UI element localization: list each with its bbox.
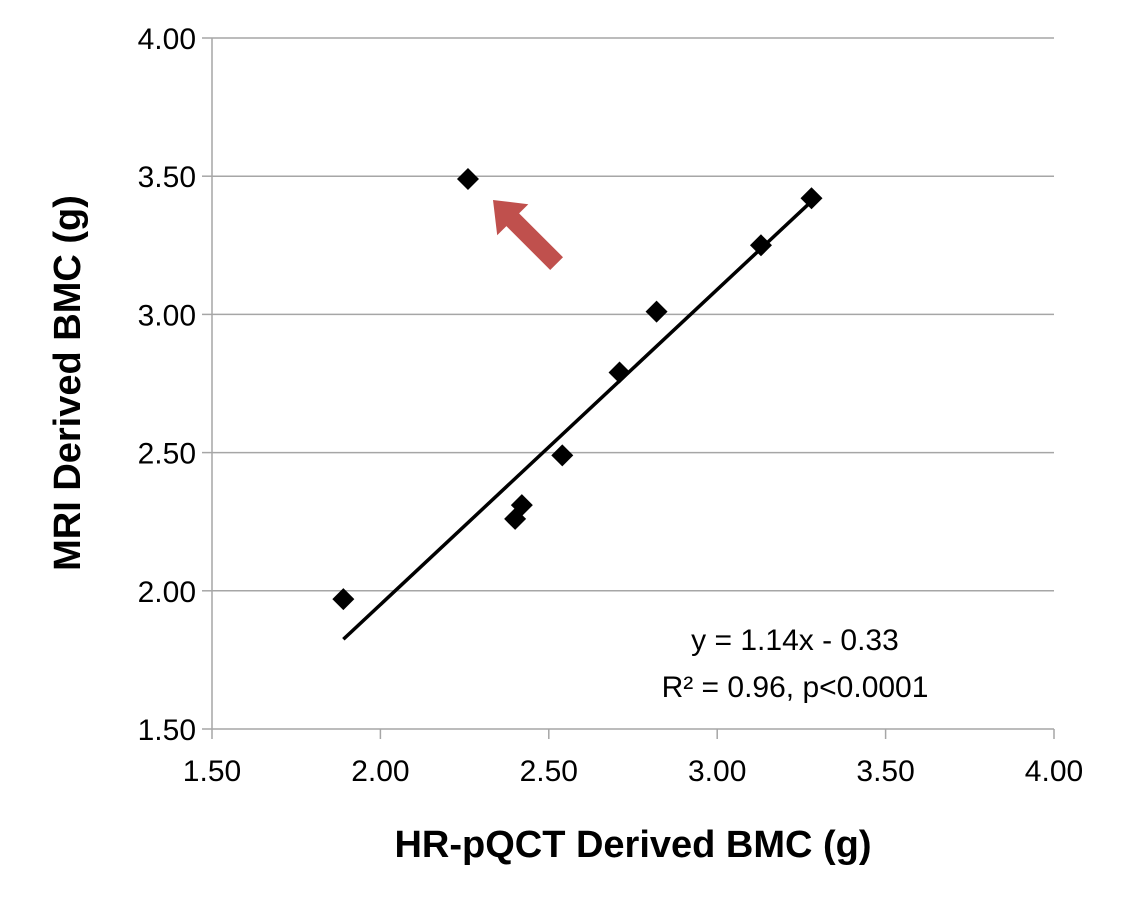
data-point [456, 167, 479, 190]
x-tick-label: 1.50 [183, 755, 241, 788]
data-point [510, 494, 533, 517]
data-point [645, 300, 668, 323]
data-point [551, 444, 574, 467]
y-tick-label: 2.00 [138, 576, 196, 609]
x-tick-label: 3.00 [688, 755, 746, 788]
x-axis-title: HR-pQCT Derived BMC (g) [394, 824, 871, 866]
axes [202, 37, 1055, 739]
x-tick-label: 2.50 [520, 755, 578, 788]
y-tick-label: 1.50 [138, 714, 196, 747]
data-point [504, 507, 527, 530]
y-tick-label: 4.00 [138, 23, 196, 56]
x-tick-label: 2.00 [351, 755, 409, 788]
r-squared-label: R² = 0.96, p<0.0001 [662, 671, 929, 704]
x-tick-label: 4.00 [1025, 755, 1083, 788]
data-point [749, 234, 772, 257]
x-tick-label: 3.50 [856, 755, 914, 788]
y-tick-label: 2.50 [138, 438, 196, 471]
data-point [800, 187, 823, 210]
trendline [342, 200, 813, 641]
tick-labels: 1.50 2.00 2.50 3.00 3.50 4.00 1.50 2.00 2.50 3.00… [138, 23, 1084, 788]
data-point [608, 361, 631, 384]
y-axis-title: MRI Derived BMC (g) [47, 195, 89, 571]
data-point [332, 588, 355, 611]
gridlines [212, 37, 1054, 592]
y-tick-label: 3.00 [138, 299, 196, 332]
outlier-arrow-icon [493, 200, 563, 270]
y-tick-label: 3.50 [138, 161, 196, 194]
equation-label: y = 1.14x - 0.33 [691, 624, 899, 657]
data-points [332, 167, 823, 611]
